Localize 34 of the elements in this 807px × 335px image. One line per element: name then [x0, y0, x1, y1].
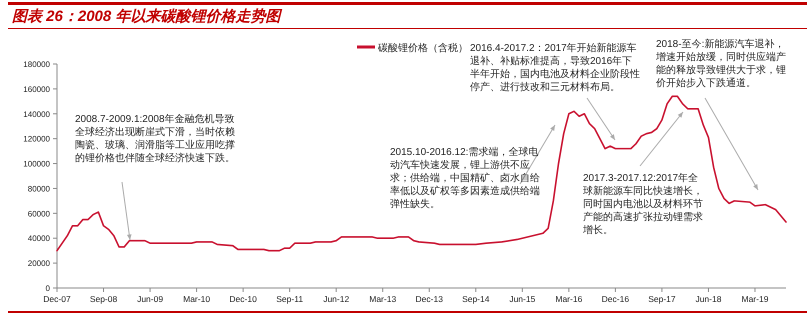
- y-tick-label: 20000: [28, 259, 51, 268]
- y-tick-label: 60000: [28, 209, 51, 218]
- x-tick-label: Dec-13: [416, 294, 444, 304]
- y-tick-label: 180000: [23, 60, 51, 69]
- y-tick-label: 0: [46, 284, 51, 293]
- chart-title: 图表 26：2008 年以来碳酸锂价格走势图: [12, 8, 282, 25]
- x-tick-label: Mar-19: [742, 294, 769, 304]
- x-tick-label: Dec-16: [602, 294, 630, 304]
- x-tick-label: Sep-08: [90, 294, 118, 304]
- x-tick-label: Sep-11: [276, 294, 304, 304]
- x-tick-label: Mar-10: [183, 294, 210, 304]
- annotation: 2016.4-2017.2：2017年开始新能源车退补、补贴标准提高，导致2016年下半年开始，国内电池及材料企业阶段性停产、进行技改和三元材料布局。: [470, 42, 641, 94]
- y-tick-label: 160000: [23, 84, 51, 94]
- x-tick-label: Jun-09: [137, 294, 164, 304]
- annotation: 2017.3-2017.12:2017年全球新能源车同比快速增长，同时国内电池以及材料环节产能的高速扩张拉动锂需求增长。: [583, 172, 704, 237]
- x-tick-label: Jun-15: [509, 294, 536, 304]
- x-tick-label: Dec-10: [229, 294, 258, 304]
- annotation: 2008.7-2009.1:2008年金融危机导致全球经济出现断崖式下滑，当时依赖陶瓷、玻璃、润滑脂等工业应用吃撑的锂价格也伴随全球经济快速下跌。: [75, 113, 235, 165]
- annotation: 2015.10-2016.12:需求端，全球电动汽车快速发展，锂上游供不应求；供给端，中国精矿、卤水自给率低以及矿权等多因素造成供给端弹性缺失。: [390, 146, 541, 211]
- x-tick-label: Jun-18: [695, 294, 722, 304]
- x-tick-label: Jun-12: [323, 294, 350, 304]
- y-tick-label: 40000: [28, 234, 51, 244]
- x-tick-label: Mar-16: [555, 294, 583, 304]
- y-tick-label: 100000: [23, 160, 51, 169]
- y-tick-label: 80000: [28, 184, 51, 194]
- x-tick-label: Dec-07: [43, 294, 71, 304]
- line-series: [56, 96, 787, 252]
- x-tick-label: Mar-13: [369, 294, 396, 304]
- x-tick-label: Sep-14: [462, 294, 490, 304]
- y-tick-label: 120000: [23, 134, 51, 144]
- annotation: 2018-至今:新能源汽车退补，增速开始放缓，同时供应端产能的释放导致锂供大于求，锂价开始步入下跌通道。: [656, 38, 786, 90]
- x-tick-label: Sep-17: [648, 294, 676, 304]
- y-tick-label: 140000: [23, 110, 51, 119]
- legend-label: 碳酸锂价格（含税）: [377, 42, 468, 54]
